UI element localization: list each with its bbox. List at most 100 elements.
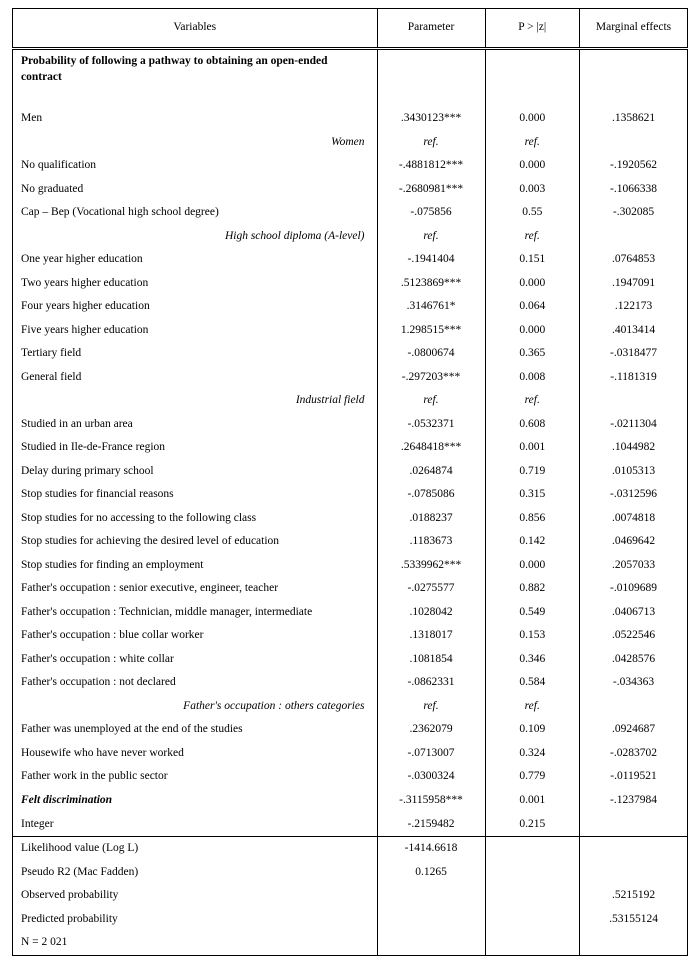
parameter-value: 1.298515*** bbox=[377, 319, 485, 343]
marginal-value bbox=[580, 389, 688, 413]
pz-value: 0.55 bbox=[485, 201, 580, 225]
parameter-value: .1183673 bbox=[377, 530, 485, 554]
section-title: Probability of following a pathway to ob… bbox=[13, 49, 378, 90]
marginal-value: -.1920562 bbox=[580, 154, 688, 178]
pz-value: 0.215 bbox=[485, 813, 580, 837]
variable-label: Integer bbox=[13, 813, 378, 837]
pz-value bbox=[485, 837, 580, 861]
parameter-value: ref. bbox=[377, 225, 485, 249]
variable-label: No qualification bbox=[13, 154, 378, 178]
pz-value bbox=[485, 931, 580, 955]
table-row: Stop studies for no accessing to the fol… bbox=[13, 507, 688, 531]
parameter-value: .2362079 bbox=[377, 718, 485, 742]
parameter-value: .3430123*** bbox=[377, 107, 485, 131]
marginal-value: -.0318477 bbox=[580, 342, 688, 366]
marginal-value: .0764853 bbox=[580, 248, 688, 272]
col-header-marginal: Marginal effects bbox=[580, 9, 688, 49]
marginal-value: -.0109689 bbox=[580, 577, 688, 601]
marginal-value: .2057033 bbox=[580, 554, 688, 578]
marginal-value: .1044982 bbox=[580, 436, 688, 460]
variable-label: Father was unemployed at the end of the … bbox=[13, 718, 378, 742]
reference-row: Industrial fieldref.ref. bbox=[13, 389, 688, 413]
table-row: Tertiary field-.08006740.365-.0318477 bbox=[13, 342, 688, 366]
section-title-row: Probability of following a pathway to ob… bbox=[13, 49, 688, 90]
variable-label: Stop studies for achieving the desired l… bbox=[13, 530, 378, 554]
pz-value: 0.000 bbox=[485, 554, 580, 578]
parameter-value: -.0532371 bbox=[377, 413, 485, 437]
variable-label: Four years higher education bbox=[13, 295, 378, 319]
footer-row: Observed probability.5215192 bbox=[13, 884, 688, 908]
parameter-value bbox=[377, 908, 485, 932]
marginal-value bbox=[580, 225, 688, 249]
pz-value: ref. bbox=[485, 131, 580, 155]
variable-label: Father's occupation : not declared bbox=[13, 671, 378, 695]
table-row: Five years higher education1.298515***0.… bbox=[13, 319, 688, 343]
footer-label: Observed probability bbox=[13, 884, 378, 908]
empty-cell bbox=[485, 49, 580, 90]
marginal-value bbox=[580, 861, 688, 885]
variable-label: Stop studies for financial reasons bbox=[13, 483, 378, 507]
parameter-value: -.0862331 bbox=[377, 671, 485, 695]
marginal-value: .0522546 bbox=[580, 624, 688, 648]
marginal-value: -.302085 bbox=[580, 201, 688, 225]
pz-value: 0.779 bbox=[485, 765, 580, 789]
footer-label: Likelihood value (Log L) bbox=[13, 837, 378, 861]
table-row: Housewife who have never worked-.0713007… bbox=[13, 742, 688, 766]
marginal-value: .0406713 bbox=[580, 601, 688, 625]
variable-label: Industrial field bbox=[13, 389, 378, 413]
parameter-value: .1028042 bbox=[377, 601, 485, 625]
marginal-value bbox=[580, 813, 688, 837]
table-row: General field-.297203***0.008-.1181319 bbox=[13, 366, 688, 390]
marginal-value bbox=[580, 837, 688, 861]
parameter-value bbox=[377, 931, 485, 955]
variable-label: Tertiary field bbox=[13, 342, 378, 366]
marginal-value: -.0283702 bbox=[580, 742, 688, 766]
pz-value bbox=[485, 884, 580, 908]
table-row: No qualification-.4881812***0.000-.19205… bbox=[13, 154, 688, 178]
parameter-value: .0188237 bbox=[377, 507, 485, 531]
parameter-value: .5123869*** bbox=[377, 272, 485, 296]
parameter-value: ref. bbox=[377, 131, 485, 155]
pz-value: 0.000 bbox=[485, 154, 580, 178]
pz-value: 0.549 bbox=[485, 601, 580, 625]
parameter-value: -.0300324 bbox=[377, 765, 485, 789]
table-row: Men.3430123***0.000.1358621 bbox=[13, 107, 688, 131]
parameter-value: -.2680981*** bbox=[377, 178, 485, 202]
variable-label: Two years higher education bbox=[13, 272, 378, 296]
table-row: Felt discrimination-.3115958***0.001-.12… bbox=[13, 789, 688, 813]
parameter-value: -.0785086 bbox=[377, 483, 485, 507]
variable-label: Studied in an urban area bbox=[13, 413, 378, 437]
parameter-value bbox=[377, 884, 485, 908]
marginal-value: .4013414 bbox=[580, 319, 688, 343]
spacer-cell bbox=[580, 89, 688, 107]
parameter-value: -.0800674 bbox=[377, 342, 485, 366]
table-row: Father was unemployed at the end of the … bbox=[13, 718, 688, 742]
pz-value: 0.324 bbox=[485, 742, 580, 766]
variable-label: General field bbox=[13, 366, 378, 390]
table-row: Cap – Bep (Vocational high school degree… bbox=[13, 201, 688, 225]
spacer-row bbox=[13, 89, 688, 107]
reference-row: High school diploma (A-level)ref.ref. bbox=[13, 225, 688, 249]
parameter-value: -.1941404 bbox=[377, 248, 485, 272]
col-header-pz: P > |z| bbox=[485, 9, 580, 49]
marginal-value: .53155124 bbox=[580, 908, 688, 932]
pz-value bbox=[485, 908, 580, 932]
parameter-value: .3146761* bbox=[377, 295, 485, 319]
table-row: Two years higher education.5123869***0.0… bbox=[13, 272, 688, 296]
parameter-value: .5339962*** bbox=[377, 554, 485, 578]
pz-value: 0.151 bbox=[485, 248, 580, 272]
parameter-value: ref. bbox=[377, 695, 485, 719]
table-row: No graduated-.2680981***0.003-.1066338 bbox=[13, 178, 688, 202]
variable-label: Father's occupation : white collar bbox=[13, 648, 378, 672]
table-row: Four years higher education.3146761*0.06… bbox=[13, 295, 688, 319]
pz-value: 0.000 bbox=[485, 319, 580, 343]
marginal-value: -.0119521 bbox=[580, 765, 688, 789]
marginal-value bbox=[580, 131, 688, 155]
table-row: One year higher education-.19414040.151.… bbox=[13, 248, 688, 272]
variable-label: Stop studies for no accessing to the fol… bbox=[13, 507, 378, 531]
marginal-value: -.1066338 bbox=[580, 178, 688, 202]
spacer-cell bbox=[13, 89, 378, 107]
variable-label: Father's occupation : senior executive, … bbox=[13, 577, 378, 601]
regression-table: Variables Parameter P > |z| Marginal eff… bbox=[12, 8, 688, 956]
marginal-value: .0924687 bbox=[580, 718, 688, 742]
